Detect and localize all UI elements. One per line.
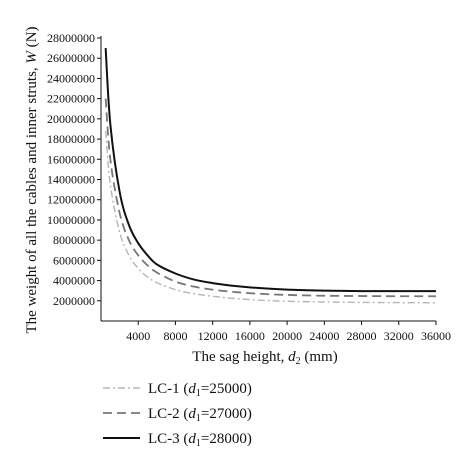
legend-label-lc-3: LC-3 (d1=28000) (148, 431, 252, 449)
x-tick-label: 8000 (163, 329, 187, 343)
series-line-lc-1 (104, 130, 437, 304)
legend: LC-1 (d1=25000) LC-2 (d1=27000) LC-3 (d1=2… (103, 381, 252, 449)
series-line-lc-3 (104, 48, 437, 293)
x-tick-label: 32000 (384, 329, 414, 343)
legend-label-lc-1: LC-1 (d1=25000) (148, 381, 252, 399)
x-axis-title-text: The sag height, (192, 349, 288, 365)
x-tick-label: 24000 (309, 329, 339, 343)
y-tick-label: 6000000 (53, 253, 95, 267)
y-tick-label: 28000000 (47, 31, 95, 45)
y-tick-label: 2000000 (53, 294, 95, 308)
y-tick-label: 24000000 (47, 71, 95, 85)
y-axis-title-text: The weight of all the cables and inner s… (24, 64, 40, 334)
y-tick-label: 14000000 (47, 173, 95, 187)
y-axis-title: The weight of all the cables and inner s… (24, 27, 40, 334)
y-axis-title-unit: (N) (24, 27, 40, 52)
series-line-lc-2 (104, 98, 437, 298)
x-tick-label: 28000 (347, 329, 377, 343)
x-tick-label: 12000 (198, 329, 228, 343)
x-tick-label: 36000 (421, 329, 451, 343)
x-tick-label: 4000 (126, 329, 150, 343)
x-tick-label: 16000 (235, 329, 265, 343)
x-axis-title-symbol: d (288, 349, 296, 365)
y-tick-label: 4000000 (53, 274, 95, 288)
x-tick-label: 20000 (272, 329, 302, 343)
y-axis-ticks: 2000000 4000000 6000000 8000000 10000000 1200… (47, 31, 101, 308)
y-tick-label: 10000000 (47, 213, 95, 227)
y-tick-label: 20000000 (47, 112, 95, 126)
x-axis-title: The sag height, d2 (mm) (192, 349, 337, 367)
x-axis-ticks: 4000 8000 12000 16000 20000 24000 28000 32000 36… (126, 321, 451, 343)
y-tick-label: 16000000 (47, 152, 95, 166)
x-axis-title-subscript: 2 (296, 356, 301, 367)
x-axis-title-unit: (mm) (301, 349, 338, 365)
y-axis-title-symbol: W (24, 50, 40, 64)
y-tick-label: 22000000 (47, 92, 95, 106)
y-tick-label: 18000000 (47, 132, 95, 146)
y-tick-label: 8000000 (53, 233, 95, 247)
y-tick-label: 26000000 (47, 51, 95, 65)
y-tick-label: 12000000 (47, 193, 95, 207)
legend-label-lc-2: LC-2 (d1=27000) (148, 406, 252, 424)
series-lines (104, 48, 437, 304)
